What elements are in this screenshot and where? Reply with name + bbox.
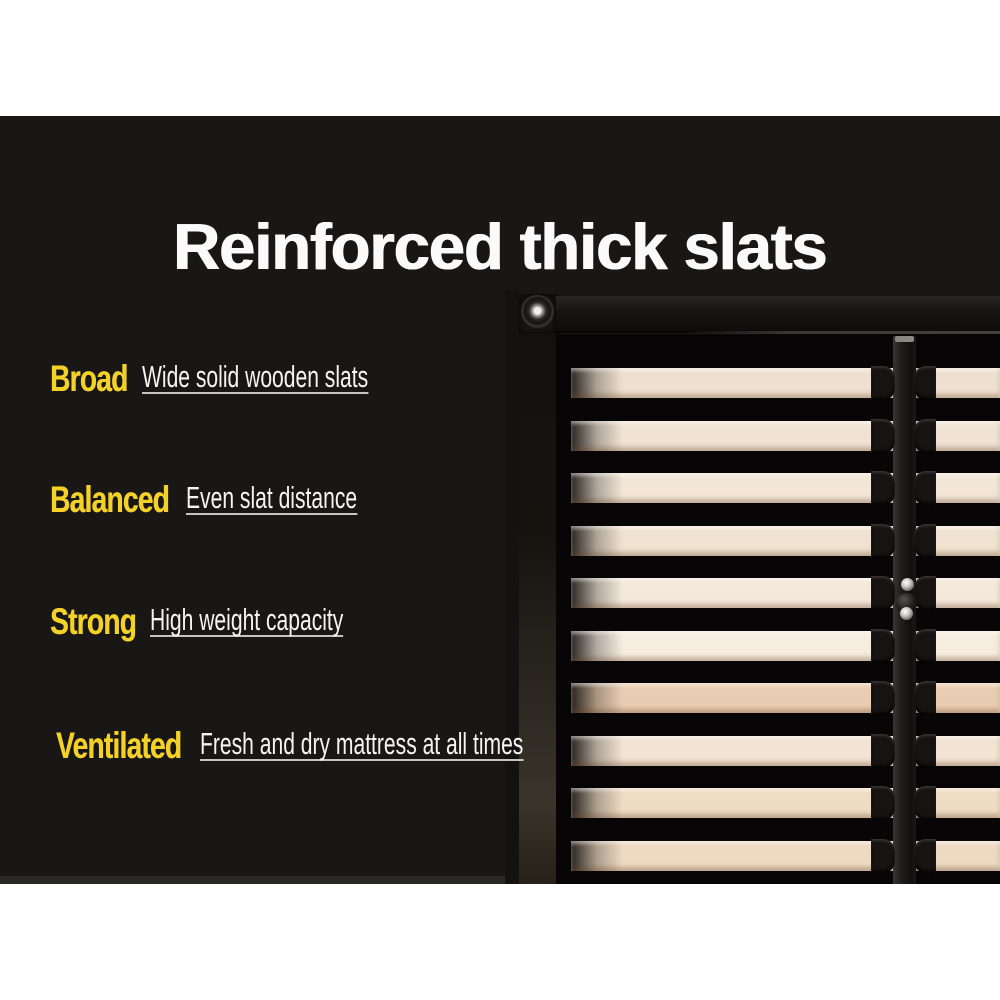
slat-end-cap (914, 523, 936, 558)
slat-end-cap (914, 418, 936, 453)
slat-end-cap (914, 838, 936, 873)
wood-slat (571, 578, 893, 608)
slat-end-cap (914, 786, 936, 820)
wood-slat (571, 525, 893, 556)
wood-slat (571, 420, 893, 451)
page-title: Reinforced thick slats (173, 209, 828, 283)
feature-row-strong: Strong High weight capacity (0, 603, 520, 651)
slat-end-cap (871, 471, 895, 505)
slat-end-cap (871, 418, 895, 453)
feature-description: Wide solid wooden slats (142, 359, 369, 394)
center-rail-top-cap (895, 336, 914, 342)
feature-label: Strong (50, 601, 137, 642)
wood-slat (571, 683, 893, 713)
feature-label: Balanced (50, 479, 170, 520)
slat-end-cap (914, 471, 936, 505)
slat-end-cap (871, 733, 895, 768)
slat-end-cap (914, 576, 936, 610)
slat-end-cap (871, 523, 895, 558)
wood-slat (571, 630, 893, 661)
feature-description: High weight capacity (150, 602, 344, 637)
feature-description: Even slat distance (186, 480, 358, 515)
slat-end-cap (871, 576, 895, 610)
slat-end-cap (914, 681, 936, 715)
wood-slat (571, 735, 893, 766)
slat-end-cap (871, 681, 895, 715)
slat-end-cap (871, 366, 895, 400)
wood-slat (571, 788, 893, 818)
slat-end-cap (871, 838, 895, 873)
feature-row-broad: Broad Wide solid wooden slats (0, 360, 520, 408)
slat-end-cap (914, 733, 936, 768)
slat-end-cap (871, 786, 895, 820)
photo-left-edge (505, 290, 519, 884)
feature-row-ventilated: Ventilated Fresh and dry mattress at all… (0, 725, 524, 775)
slat-end-cap (871, 628, 895, 663)
slat-end-cap (914, 628, 936, 663)
wood-slat (571, 473, 893, 503)
feature-description: Fresh and dry mattress at all times (200, 726, 524, 761)
corner-hinge-bolt (521, 295, 554, 328)
bed-frame-leg (519, 294, 558, 884)
wood-slat (571, 840, 893, 871)
feature-label: Broad (50, 358, 128, 399)
slat-end-cap (914, 366, 936, 400)
wood-slat (571, 368, 893, 398)
bed-base-photo (505, 290, 1000, 884)
feature-label: Ventilated (56, 725, 182, 766)
top-rail-lip-highlight (675, 331, 1000, 334)
screw-icon (900, 607, 913, 620)
bed-frame-top-rail (549, 296, 1000, 333)
feature-row-balanced: Balanced Even slat distance (0, 481, 520, 529)
panel-bottom-band (0, 876, 1000, 884)
screw-icon (901, 578, 914, 591)
